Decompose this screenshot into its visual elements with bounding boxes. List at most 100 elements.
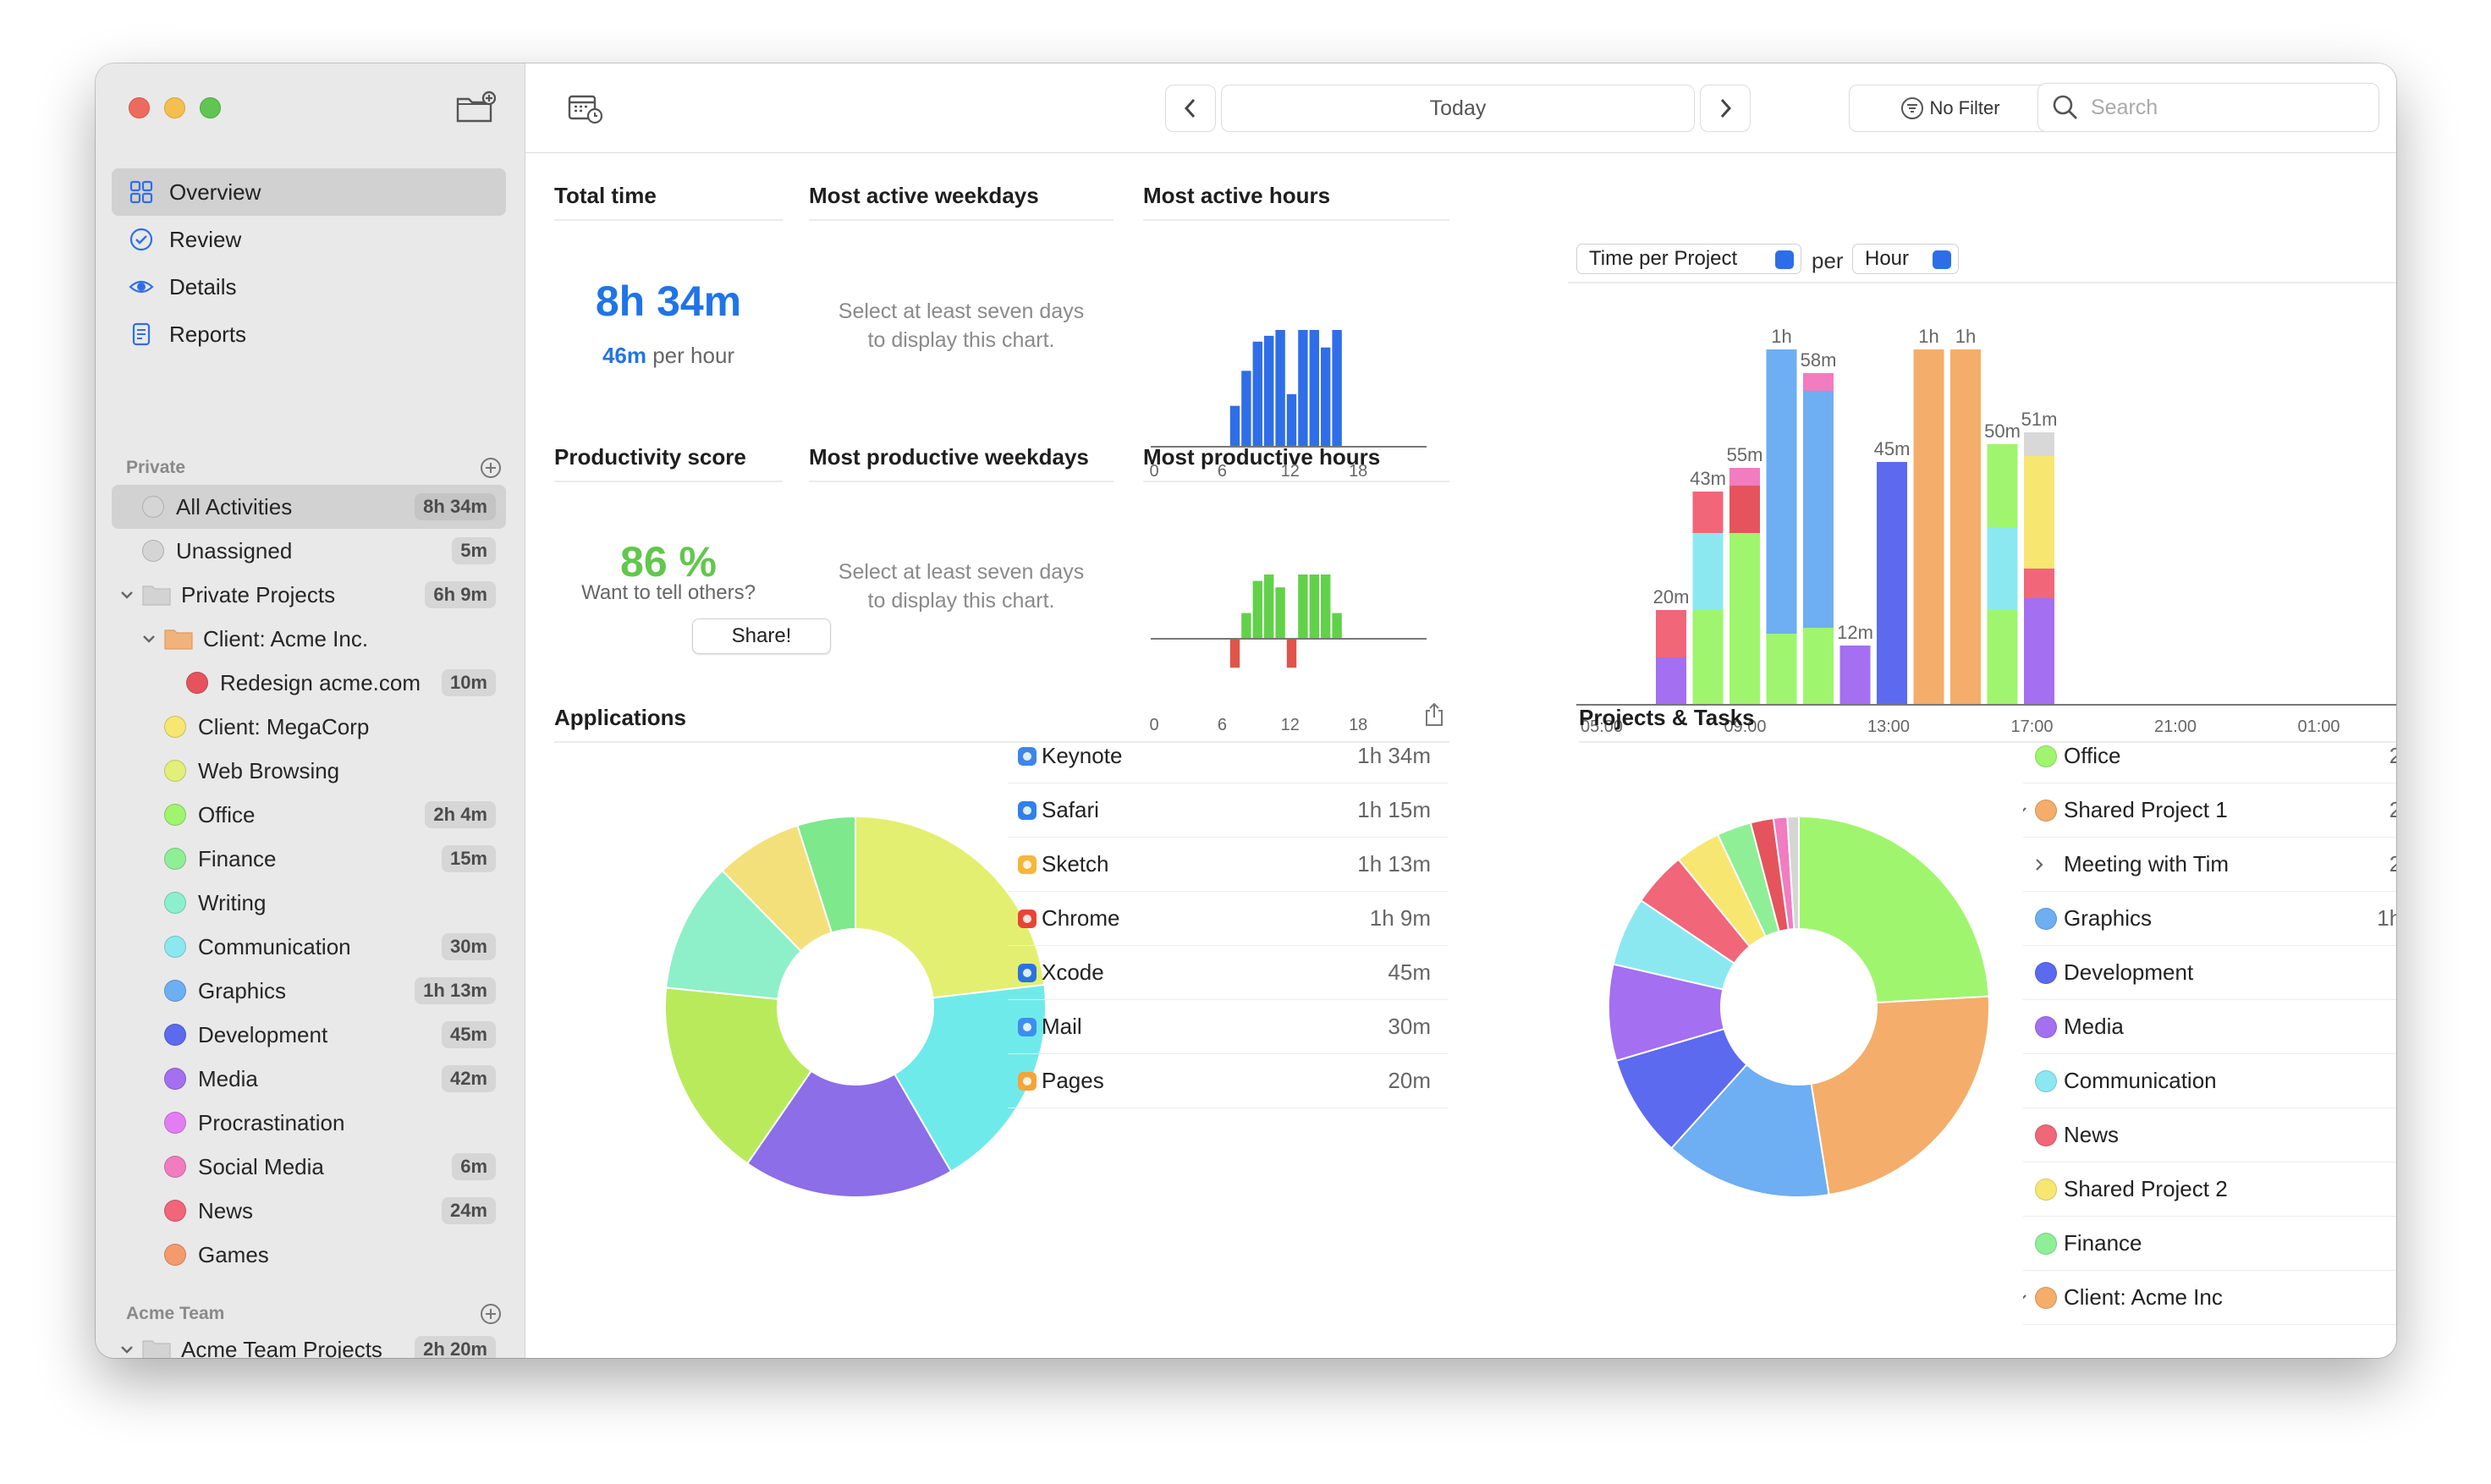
sidebar-item-games[interactable]: Games <box>112 1233 506 1277</box>
per-hour-text: 46m per hour <box>554 343 783 369</box>
sidebar-item-redesign-acme-com[interactable]: Redesign acme.com 10m <box>112 661 506 705</box>
sidebar-nav-review[interactable]: Review <box>112 216 506 263</box>
x-tick-label: 21:00 <box>2154 717 2197 736</box>
donut-slice-sketch[interactable] <box>745 1069 953 1198</box>
donut-slice-office[interactable] <box>1798 815 1990 1003</box>
application-row-pages[interactable]: Pages 20m <box>1008 1054 1448 1108</box>
application-time: 20m <box>1388 1068 1431 1093</box>
add-team-project-icon[interactable] <box>479 1302 503 1326</box>
sidebar-item-acme-team-projects[interactable]: Acme Team Projects 2h 20m <box>112 1327 506 1358</box>
project-row-meeting-with-tim[interactable]: Meeting with Tim 2h 0m <box>2023 838 2396 892</box>
chevron-right-icon[interactable] <box>2032 857 2047 872</box>
next-day-button[interactable] <box>1700 85 1751 132</box>
sidebar-item-graphics[interactable]: Graphics 1h 13m <box>112 969 506 1013</box>
sidebar-nav-reports[interactable]: Reports <box>112 311 506 358</box>
project-row-client-acme-inc[interactable]: Client: Acme Inc10m <box>2023 1271 2396 1325</box>
bar-total-label: 55m <box>1727 444 1763 465</box>
sidebar-item-finance[interactable]: Finance 15m <box>112 837 506 881</box>
chart-unit-stepper-icon <box>1933 250 1951 269</box>
time-badge: 2h 20m <box>415 1336 496 1358</box>
active-hours-bar <box>1241 371 1251 447</box>
x-tick-label: 13:00 <box>1867 717 1910 736</box>
sidebar-item-social-media[interactable]: Social Media 6m <box>112 1145 506 1189</box>
sidebar-nav-details[interactable]: Details <box>112 263 506 311</box>
application-time: 1h 34m <box>1357 743 1431 768</box>
sidebar-nav-overview[interactable]: Overview <box>112 168 506 216</box>
donut-slice-unassigned[interactable] <box>1786 815 1800 931</box>
add-private-project-icon[interactable] <box>479 456 503 480</box>
sidebar-item-development[interactable]: Development 45m <box>112 1013 506 1057</box>
sidebar-item-all-activities[interactable]: All Activities 8h 34m <box>112 485 506 529</box>
x-tick-label: 01:00 <box>2297 717 2340 736</box>
donut-slice-keynote[interactable] <box>855 815 1046 999</box>
sidebar-item-web-browsing[interactable]: Web Browsing <box>112 749 506 793</box>
sidebar-item-client-megacorp[interactable]: Client: MegaCorp <box>112 705 506 749</box>
chart-unit-select[interactable]: Hour <box>1852 244 1959 274</box>
application-row-keynote[interactable]: Keynote 1h 34m <box>1008 729 1448 783</box>
sidebar-item-unassigned[interactable]: Unassigned 5m <box>112 529 506 573</box>
previous-day-button[interactable] <box>1165 85 1216 132</box>
filter-label: No Filter <box>1929 97 2000 118</box>
application-time: 30m <box>1388 1014 1431 1039</box>
chevron-down-icon[interactable] <box>2023 803 2028 818</box>
application-row-sketch[interactable]: Sketch 1h 13m <box>1008 838 1448 892</box>
most-productive-weekdays-title: Most productive weekdays <box>809 444 1114 482</box>
new-folder-icon[interactable] <box>455 91 496 124</box>
sidebar-item-private-projects[interactable]: Private Projects 6h 9m <box>112 573 506 617</box>
sidebar-item-procrastination[interactable]: Procrastination <box>112 1101 506 1145</box>
chevron-down-icon[interactable] <box>140 630 157 647</box>
active-hours-bar <box>1264 335 1274 447</box>
application-row-safari[interactable]: Safari 1h 15m <box>1008 783 1448 838</box>
safari-icon <box>1018 800 1037 820</box>
productive-hours-bar <box>1332 613 1342 639</box>
sidebar-item-communication[interactable]: Communication 30m <box>112 925 506 969</box>
chevron-down-icon[interactable] <box>118 586 135 603</box>
chart-header-divider <box>1568 282 2396 283</box>
application-row-mail[interactable]: Mail 30m <box>1008 1000 1448 1054</box>
donut-slice-chrome[interactable] <box>664 987 813 1165</box>
projects-donut-chart <box>1608 815 1990 1198</box>
sidebar-item-office[interactable]: Office 2h 4m <box>112 793 506 837</box>
stacked-bar-segment <box>1803 391 1834 628</box>
date-range-display[interactable]: Today <box>1221 85 1695 132</box>
chevron-down-icon[interactable] <box>2023 1290 2028 1305</box>
chevron-down-icon[interactable] <box>118 1341 135 1358</box>
zoom-window-button[interactable] <box>200 97 221 118</box>
calendar-icon[interactable] <box>568 92 603 124</box>
project-row-graphics[interactable]: Graphics 1h 13m <box>2023 892 2396 946</box>
sidebar-item-writing[interactable]: Writing <box>112 881 506 925</box>
donut-slice-graphics[interactable] <box>1669 1063 1830 1198</box>
donut-slice-shared-project-1[interactable] <box>1810 995 1990 1196</box>
productive-hours-bar <box>1309 574 1319 639</box>
color-dot-icon <box>142 496 164 518</box>
project-row-shared-project-2[interactable]: Shared Project 220m <box>2023 1162 2396 1217</box>
application-row-chrome[interactable]: Chrome 1h 9m <box>1008 892 1448 946</box>
project-color-icon <box>2035 745 2057 767</box>
chevron-right-icon <box>1720 98 1732 118</box>
sidebar-item-news[interactable]: News 24m <box>112 1189 506 1233</box>
project-row-office[interactable]: Office 2h 4m <box>2023 729 2396 783</box>
sidebar-item-client-acme-inc[interactable]: Client: Acme Inc. <box>112 617 506 661</box>
filter-button[interactable]: No Filter <box>1849 85 2052 132</box>
color-dot-icon <box>164 804 186 826</box>
productive-hours-bar <box>1241 613 1251 639</box>
chart-metric-select[interactable]: Time per Project <box>1576 244 1801 274</box>
search-input[interactable]: Search <box>2037 83 2379 132</box>
share-applications-icon[interactable] <box>1422 701 1446 728</box>
time-badge: 15m <box>441 845 496 872</box>
share-button[interactable]: Share! <box>692 618 831 654</box>
minimize-window-button[interactable] <box>164 97 185 118</box>
donut-slice-safari[interactable] <box>893 983 1047 1173</box>
bar-total-label: 20m <box>1653 586 1690 607</box>
donut-slice-pages[interactable] <box>796 815 856 934</box>
application-row-xcode[interactable]: Xcode 45m <box>1008 946 1448 1000</box>
project-row-shared-project-1[interactable]: Shared Project 1 2h 0m <box>2023 783 2396 838</box>
sidebar-item-media[interactable]: Media 42m <box>112 1057 506 1101</box>
close-window-button[interactable] <box>129 97 150 118</box>
